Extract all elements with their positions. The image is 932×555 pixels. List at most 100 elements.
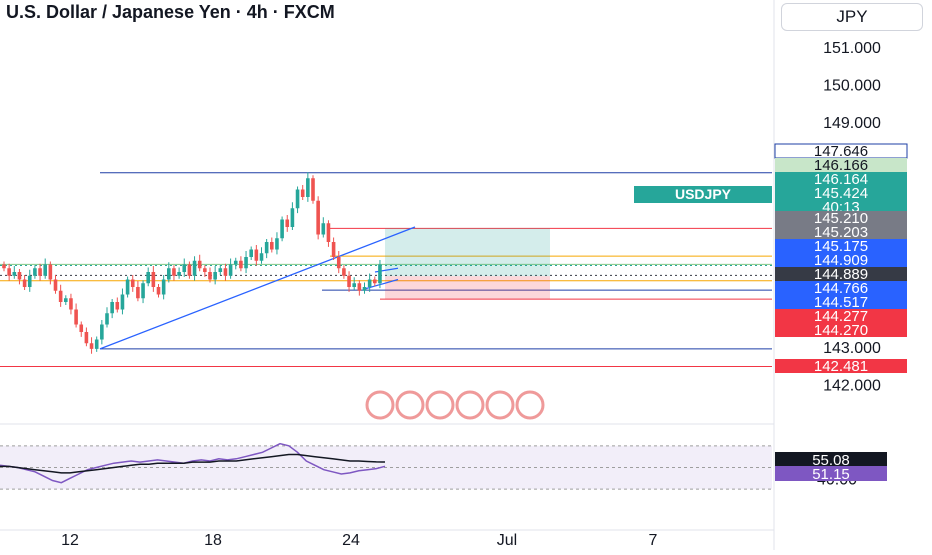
price-label: 144.766 xyxy=(814,280,868,297)
symbol-tag: USDJPY xyxy=(675,186,732,202)
candle-body xyxy=(197,260,202,269)
candle-body xyxy=(357,283,362,291)
candle-body xyxy=(2,264,6,269)
price-label: 145.424 xyxy=(814,185,868,202)
watermark-logo-icon xyxy=(485,390,515,420)
candle-body xyxy=(27,275,32,287)
candle-body xyxy=(156,287,161,295)
candle-body xyxy=(151,272,156,287)
trendline-support xyxy=(99,226,416,350)
watermark-logo-icon xyxy=(515,390,545,420)
candle-body xyxy=(362,287,367,291)
price-label: 145.203 xyxy=(814,224,868,241)
candle-body xyxy=(141,283,145,299)
currency-button[interactable]: JPY xyxy=(781,3,923,31)
price-label: 145.175 xyxy=(814,238,868,255)
candle-body xyxy=(69,298,73,310)
candle-body xyxy=(213,272,217,280)
price-label: 147.646 xyxy=(814,143,868,160)
price-label-bg xyxy=(775,359,907,373)
price-label-bg xyxy=(775,309,907,323)
price-label-bg xyxy=(775,239,907,253)
position-target-zone xyxy=(385,228,550,277)
candle-body xyxy=(79,324,84,332)
watermark-logo-icon xyxy=(395,390,425,420)
x-tick-label: 24 xyxy=(342,532,360,549)
candle-body xyxy=(115,302,120,310)
candle-body xyxy=(177,272,181,276)
candle-body xyxy=(38,268,42,276)
rsi-value-label: 55.08 xyxy=(812,452,850,469)
price-label-bg xyxy=(775,295,907,309)
candle-body xyxy=(33,268,37,276)
candle-body xyxy=(208,272,212,280)
price-label: 146.166 xyxy=(814,157,868,174)
price-label: 144.909 xyxy=(814,252,868,269)
trendline-lower-wedge xyxy=(364,278,399,290)
candle-body xyxy=(347,275,351,287)
candle-body xyxy=(12,272,17,276)
candle-body xyxy=(146,272,150,284)
candle-body xyxy=(373,279,377,284)
candle-body xyxy=(239,260,243,269)
candle-body xyxy=(192,260,197,276)
rsi-value-label-bg xyxy=(775,452,887,467)
candle-body xyxy=(264,242,269,254)
candle-body xyxy=(74,309,78,325)
candle-body xyxy=(311,178,315,201)
candle-body xyxy=(233,260,238,265)
candle-body xyxy=(167,268,171,280)
candle-body xyxy=(130,279,135,287)
y-tick-label: 143.000 xyxy=(823,340,881,357)
position-stop-zone xyxy=(385,276,550,300)
candle-body xyxy=(110,302,114,314)
candle-body xyxy=(342,268,346,276)
rsi-value-label-bg xyxy=(775,466,887,481)
price-label: 145.210 xyxy=(814,210,868,227)
candle-body xyxy=(228,264,233,276)
candle-body xyxy=(275,238,279,250)
rsi-series-1 xyxy=(0,453,386,474)
candle-body xyxy=(64,298,68,302)
candle-body xyxy=(352,283,356,287)
x-tick-label: Jul xyxy=(497,532,517,549)
candle-body xyxy=(336,257,341,269)
candle-body xyxy=(316,200,320,235)
candle-body xyxy=(280,219,284,239)
y-tick-label: 149.000 xyxy=(823,115,881,132)
price-label-bg xyxy=(775,281,907,295)
candle-body xyxy=(161,279,166,295)
price-label-bg xyxy=(775,225,907,239)
candle-body xyxy=(136,287,140,299)
rsi-value-label: 51.15 xyxy=(812,466,850,483)
price-label-bg xyxy=(775,211,907,225)
candle-body xyxy=(300,189,305,197)
price-label: 144.517 xyxy=(814,294,868,311)
candle-body xyxy=(306,178,310,197)
candle-body xyxy=(125,279,130,295)
candle-body xyxy=(285,219,290,227)
candle-body xyxy=(331,242,336,257)
candle-body xyxy=(321,223,326,235)
candle-body xyxy=(53,279,58,291)
watermark-logo-icon xyxy=(425,390,455,420)
candle-body xyxy=(84,332,89,344)
rsi-series-0 xyxy=(0,442,386,484)
candle-body xyxy=(218,268,223,272)
candle-body xyxy=(326,223,331,242)
y-tick-label: 151.000 xyxy=(823,40,881,57)
candle-body xyxy=(254,249,259,261)
y-tick-label: 142.000 xyxy=(823,378,881,395)
price-label: 144.277 xyxy=(814,308,868,325)
candle-body xyxy=(43,264,47,276)
x-tick-label: 12 xyxy=(61,532,79,549)
candle-body xyxy=(58,290,63,302)
price-label: 146.164 xyxy=(814,171,868,188)
candle-body xyxy=(100,324,104,340)
candle-body xyxy=(223,268,228,276)
candle-body xyxy=(378,264,382,284)
candle-body xyxy=(270,242,274,250)
candle-body xyxy=(89,343,94,349)
price-label: 142.481 xyxy=(814,358,868,375)
